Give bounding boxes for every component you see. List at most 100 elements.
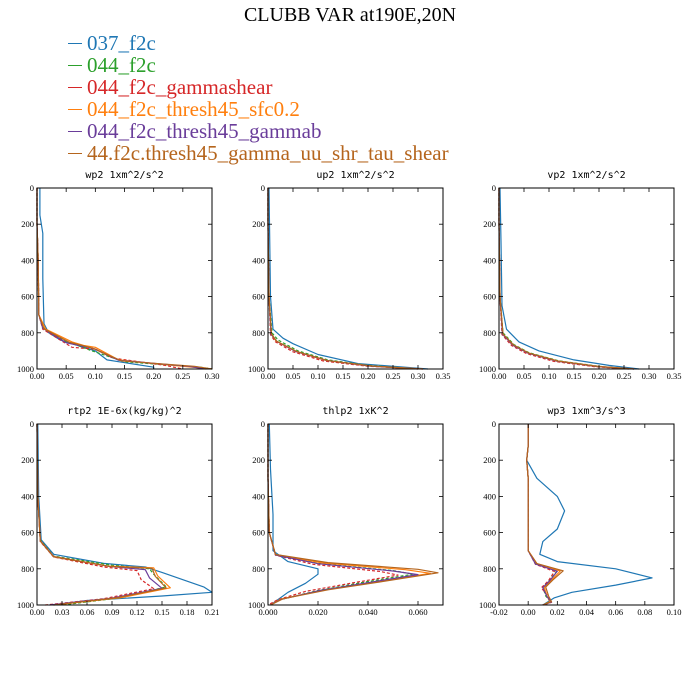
x-tick-label: 0.00 [261,371,276,381]
x-tick-label: 0.040 [358,607,377,617]
y-tick-label: 0 [492,419,496,429]
y-tick-label: 200 [252,219,265,229]
plot-frame [267,187,444,370]
x-tick-label: 0.05 [286,371,301,381]
y-tick-label: 800 [21,564,34,574]
y-tick-label: 600 [483,292,496,302]
chart-panel: rtp2 1E-6x(kg/kg)^2 0.00 0.03 0.06 0.09 0.12 0… [17,406,219,617]
x-tick-label: 0.04 [579,607,595,617]
chart-panel: wp3 1xm^3/s^3 -0.02 0.00 0.02 0.04 0.06 0.08 0.… [479,406,681,617]
x-tick-label: 0.00 [30,371,45,381]
x-tick-label: 0.20 [146,371,161,381]
series-line [267,188,424,370]
series-line [267,188,424,370]
x-tick-label: 0.00 [521,607,536,617]
y-tick-label: 0 [30,419,34,429]
series-line [526,424,558,606]
legend-label: 044_f2c [87,53,156,77]
series-line [37,423,213,606]
x-tick-label: -0.02 [490,607,508,617]
panel-title: wp2 1xm^2/s^2 [85,170,163,181]
series-line [36,188,213,370]
x-tick-label: 0.10 [667,607,682,617]
y-tick-label: 600 [483,528,496,538]
legend-label: 037_f2c [87,31,156,55]
y-tick-label: 800 [21,328,34,338]
x-tick-label: 0.18 [180,607,195,617]
legend-item: 44.f2c.thresh45_gamma_uu_shr_tau_shear [68,142,449,164]
series-line [36,423,167,606]
y-tick-label: 1000 [248,364,265,374]
x-tick-label: 0.25 [617,371,632,381]
series-line [267,424,399,606]
y-tick-label: 400 [21,255,34,265]
x-tick-label: 0.25 [175,371,190,381]
legend-swatch [68,64,82,66]
x-tick-label: 0.000 [258,607,277,617]
y-tick-label: 0 [30,183,34,193]
x-tick-label: 0.12 [130,607,145,617]
legend-label: 44.f2c.thresh45_gamma_uu_shr_tau_shear [87,141,449,165]
x-tick-label: 0.25 [386,371,401,381]
x-tick-label: 0.21 [205,607,220,617]
chart-panel: vp2 1xm^2/s^2 0.00 0.05 0.10 0.15 0.20 0.25 0.3… [479,170,681,381]
chart-panel: up2 1xm^2/s^2 0.00 0.05 0.10 0.15 0.20 0.25 0.3… [248,170,450,381]
x-tick-label: 0.30 [642,371,657,381]
y-tick-label: 600 [21,292,34,302]
plot-frame [36,423,213,606]
x-tick-label: 0.03 [55,607,70,617]
series-line [526,424,653,606]
legend-label: 044_f2c_thresh45_sfc0.2 [87,97,300,121]
x-tick-label: 0.06 [608,607,623,617]
x-tick-label: 0.020 [308,607,327,617]
y-tick-label: 0 [261,419,265,429]
series-line [39,188,155,369]
x-tick-label: 0.10 [311,371,326,381]
y-tick-label: 800 [483,564,496,574]
y-tick-label: 200 [21,219,34,229]
y-tick-label: 400 [21,491,34,501]
y-tick-label: 1000 [479,600,496,610]
y-tick-label: 400 [483,255,496,265]
y-tick-label: 800 [252,564,265,574]
series-line [267,424,414,606]
y-tick-label: 600 [252,528,265,538]
y-tick-label: 800 [252,328,265,338]
chart-panel: thlp2 1xK^2 0.000 0.020 0.040 0.060 0 200 400 60… [248,406,444,617]
x-tick-label: 0.35 [436,371,451,381]
x-tick-label: 0.10 [542,371,557,381]
legend-item: 037_f2c [68,32,449,54]
legend-item: 044_f2c_thresh45_gammab [68,120,449,142]
series-line [36,188,183,370]
x-tick-label: 0.15 [155,607,170,617]
series-line [36,423,167,606]
legend-swatch [68,86,82,88]
legend-item: 044_f2c [68,54,449,76]
y-tick-label: 600 [21,528,34,538]
panel-title: up2 1xm^2/s^2 [316,170,394,181]
legend-swatch [68,108,82,110]
y-tick-label: 400 [252,491,265,501]
x-tick-label: 0.06 [80,607,95,617]
y-tick-label: 200 [252,455,265,465]
series-line [36,423,155,606]
page-title: CLUBB VAR at190E,20N [243,4,457,26]
y-tick-label: 800 [483,328,496,338]
legend-swatch [68,42,82,44]
legend-label: 044_f2c_thresh45_gammab [87,119,322,143]
x-tick-label: 0.10 [88,371,103,381]
y-tick-label: 200 [21,455,34,465]
legend-item: 044_f2c_gammashear [68,76,449,98]
y-tick-label: 1000 [248,600,265,610]
x-tick-label: 0.02 [550,607,565,617]
legend-swatch [68,152,82,154]
y-tick-label: 200 [483,219,496,229]
x-tick-label: 0.00 [492,371,507,381]
x-tick-label: 0.05 [59,371,74,381]
plot-frame [267,423,444,606]
series-line [36,423,163,606]
x-tick-label: 0.09 [105,607,120,617]
y-tick-label: 400 [252,255,265,265]
series-line [267,424,419,606]
